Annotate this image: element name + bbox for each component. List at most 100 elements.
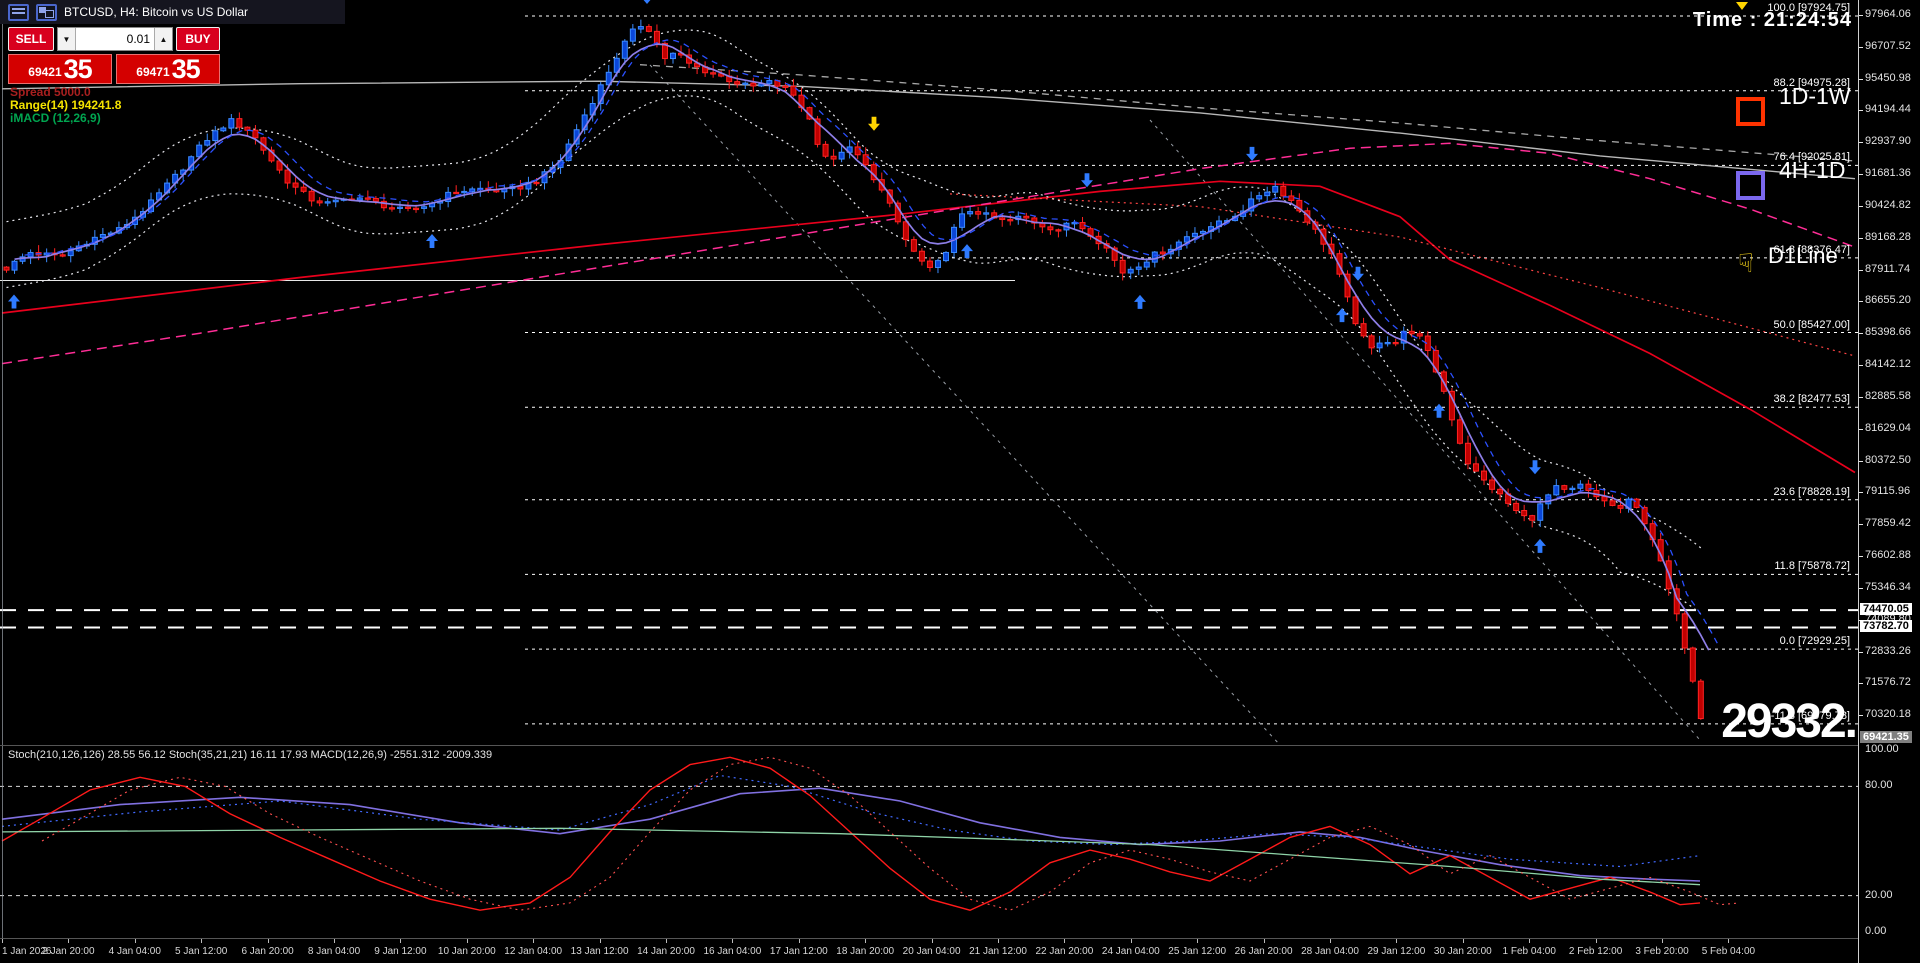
axis-tick-label: 82885.58 xyxy=(1865,389,1911,402)
axis-tick-mark xyxy=(1859,524,1863,526)
axis-tick-label: 86655.20 xyxy=(1865,294,1911,307)
date-label: 10 Jan 20:00 xyxy=(437,946,496,957)
date-tick-mark xyxy=(68,939,70,943)
date-tick-mark xyxy=(1197,939,1199,943)
sell-price-display[interactable]: 69421 35 xyxy=(8,54,112,84)
date-axis-separator xyxy=(0,938,1920,939)
axis-tick-label: 0.00 xyxy=(1865,925,1887,937)
window-title-bar: BTCUSD, H4: Bitcoin vs US Dollar xyxy=(0,0,345,24)
date-tick-mark xyxy=(334,939,335,943)
indicator-info-lines: Spread 5000.0 Range(14) 194241.8 iMACD (… xyxy=(10,86,121,125)
axis-tick-label: 89168.28 xyxy=(1865,230,1911,243)
fib-level-label: 11.8 [75878.72] xyxy=(1774,560,1850,573)
axis-tick-mark xyxy=(1859,46,1863,48)
fib-level-label: 50.0 [85427.00] xyxy=(1773,318,1850,331)
sell-button[interactable]: SELL xyxy=(8,27,54,51)
axis-tick-label: 76602.88 xyxy=(1865,549,1911,562)
axis-tick-mark xyxy=(1859,428,1863,430)
axis-tick-mark xyxy=(1859,683,1863,685)
axis-tick-label: 87911.74 xyxy=(1865,262,1911,275)
current-price-badge: 69421.35 xyxy=(1860,730,1912,743)
axis-tick-label: 80372.50 xyxy=(1865,453,1911,466)
date-tick-mark xyxy=(599,939,601,943)
timeframe-legend-4h1d[interactable]: 4H-1D xyxy=(1736,157,1845,200)
chart-list-icon[interactable] xyxy=(8,3,29,21)
date-tick-mark xyxy=(998,939,999,943)
date-label: 26 Jan 20:00 xyxy=(1234,946,1293,957)
sell-price-pips: 35 xyxy=(63,54,93,84)
axis-tick-mark xyxy=(1859,78,1863,80)
date-axis[interactable]: 1 Jan 2026 2 Jan 20:00 4 Jan 04:00 5 Jan 12… xyxy=(0,939,1858,963)
date-label: 3 Feb 20:00 xyxy=(1635,946,1689,957)
date-tick-mark xyxy=(1064,939,1066,943)
axis-tick-label: 97964.06 xyxy=(1865,7,1911,20)
price-chart-canvas[interactable] xyxy=(0,0,1858,938)
axis-tick-mark xyxy=(1859,301,1863,303)
date-label: 5 Jan 12:00 xyxy=(175,946,228,957)
date-label: 8 Jan 04:00 xyxy=(307,946,361,957)
axis-tick-mark xyxy=(1859,556,1863,558)
date-tick-mark xyxy=(400,939,402,943)
axis-tick-label: 77859.42 xyxy=(1865,517,1911,530)
axis-tick-mark xyxy=(1859,14,1863,16)
d1line-label: D1Line xyxy=(1768,243,1838,268)
axis-tick-mark xyxy=(1859,396,1863,398)
date-tick-mark xyxy=(1529,939,1531,943)
imacd-label: iMACD (12,26,9) xyxy=(10,111,101,125)
date-label: 18 Jan 20:00 xyxy=(836,946,895,957)
volume-stepper: ▼ 0.01 ▲ xyxy=(57,27,173,51)
date-label: 16 Jan 04:00 xyxy=(703,946,762,957)
price-axis[interactable]: 97964.06 96707.52 95450.98 94194.44 92937.90… xyxy=(1858,0,1920,963)
date-label: 9 Jan 12:00 xyxy=(374,946,427,957)
fib-level-label: -11.8 [69979.78] xyxy=(1770,709,1850,722)
countdown-display: 29332. xyxy=(1721,695,1858,748)
date-tick-mark xyxy=(798,939,800,943)
buy-button[interactable]: BUY xyxy=(176,27,220,51)
axis-tick-label: 96707.52 xyxy=(1865,39,1911,52)
date-tick-mark xyxy=(2,939,3,943)
date-tick-mark xyxy=(1728,939,1730,943)
date-label: 24 Jan 04:00 xyxy=(1101,946,1160,957)
time-display: Time : 21:24:54 xyxy=(1692,9,1852,31)
date-tick-mark xyxy=(466,939,468,943)
buy-price-major: 69471 xyxy=(136,65,170,79)
hand-down-icon: ☟ xyxy=(1738,248,1754,278)
window-title: BTCUSD, H4: Bitcoin vs US Dollar xyxy=(64,5,249,19)
fib-level-label: 76.4 [92025.81] xyxy=(1773,151,1850,164)
axis-tick-label: 20.00 xyxy=(1865,888,1893,901)
axis-tick-label: 90424.82 xyxy=(1865,198,1911,211)
session-marker-icon xyxy=(1736,2,1748,10)
axis-tick-label: 75346.34 xyxy=(1865,580,1911,593)
axis-tick-mark xyxy=(1859,619,1863,621)
axis-tick-mark xyxy=(1859,237,1863,239)
volume-decrease-button[interactable]: ▼ xyxy=(58,28,76,50)
volume-input[interactable]: 0.01 xyxy=(126,32,150,46)
date-tick-mark xyxy=(1462,939,1464,943)
date-tick-mark xyxy=(1130,939,1132,943)
axis-tick-mark xyxy=(1859,587,1863,589)
date-tick-mark xyxy=(931,939,933,943)
buy-price-display[interactable]: 69471 35 xyxy=(116,54,220,84)
date-tick-mark xyxy=(1263,939,1265,943)
date-label: 21 Jan 12:00 xyxy=(969,946,1027,957)
tf-1d1w-marker-icon xyxy=(1736,97,1765,126)
axis-tick-label: 95450.98 xyxy=(1865,71,1911,84)
timeframe-legend-1d1w[interactable]: 1D-1W xyxy=(1736,83,1851,126)
axis-tick-mark xyxy=(1859,651,1863,653)
axis-tick-label: 85398.66 xyxy=(1865,326,1911,339)
one-click-trading-panel: SELL ▼ 0.01 ▲ BUY 69421 35 69471 35 xyxy=(8,27,220,84)
date-label: 28 Jan 04:00 xyxy=(1301,946,1359,957)
volume-increase-button[interactable]: ▲ xyxy=(154,28,172,50)
tf-4h1d-marker-icon xyxy=(1736,171,1765,200)
tf-1d1w-label: 1D-1W xyxy=(1779,83,1851,109)
date-tick-mark xyxy=(865,939,867,943)
axis-tick-mark xyxy=(1859,205,1863,207)
pane-separator[interactable] xyxy=(0,745,1920,746)
date-label: 29 Jan 12:00 xyxy=(1367,946,1426,957)
chart-window-icon[interactable] xyxy=(36,3,57,21)
axis-tick-mark xyxy=(1859,269,1863,271)
axis-tick-label: 84142.12 xyxy=(1865,358,1911,371)
chart-left-border xyxy=(2,24,3,938)
axis-tick-label: 81629.04 xyxy=(1865,421,1911,434)
date-label: 5 Feb 04:00 xyxy=(1701,946,1756,957)
